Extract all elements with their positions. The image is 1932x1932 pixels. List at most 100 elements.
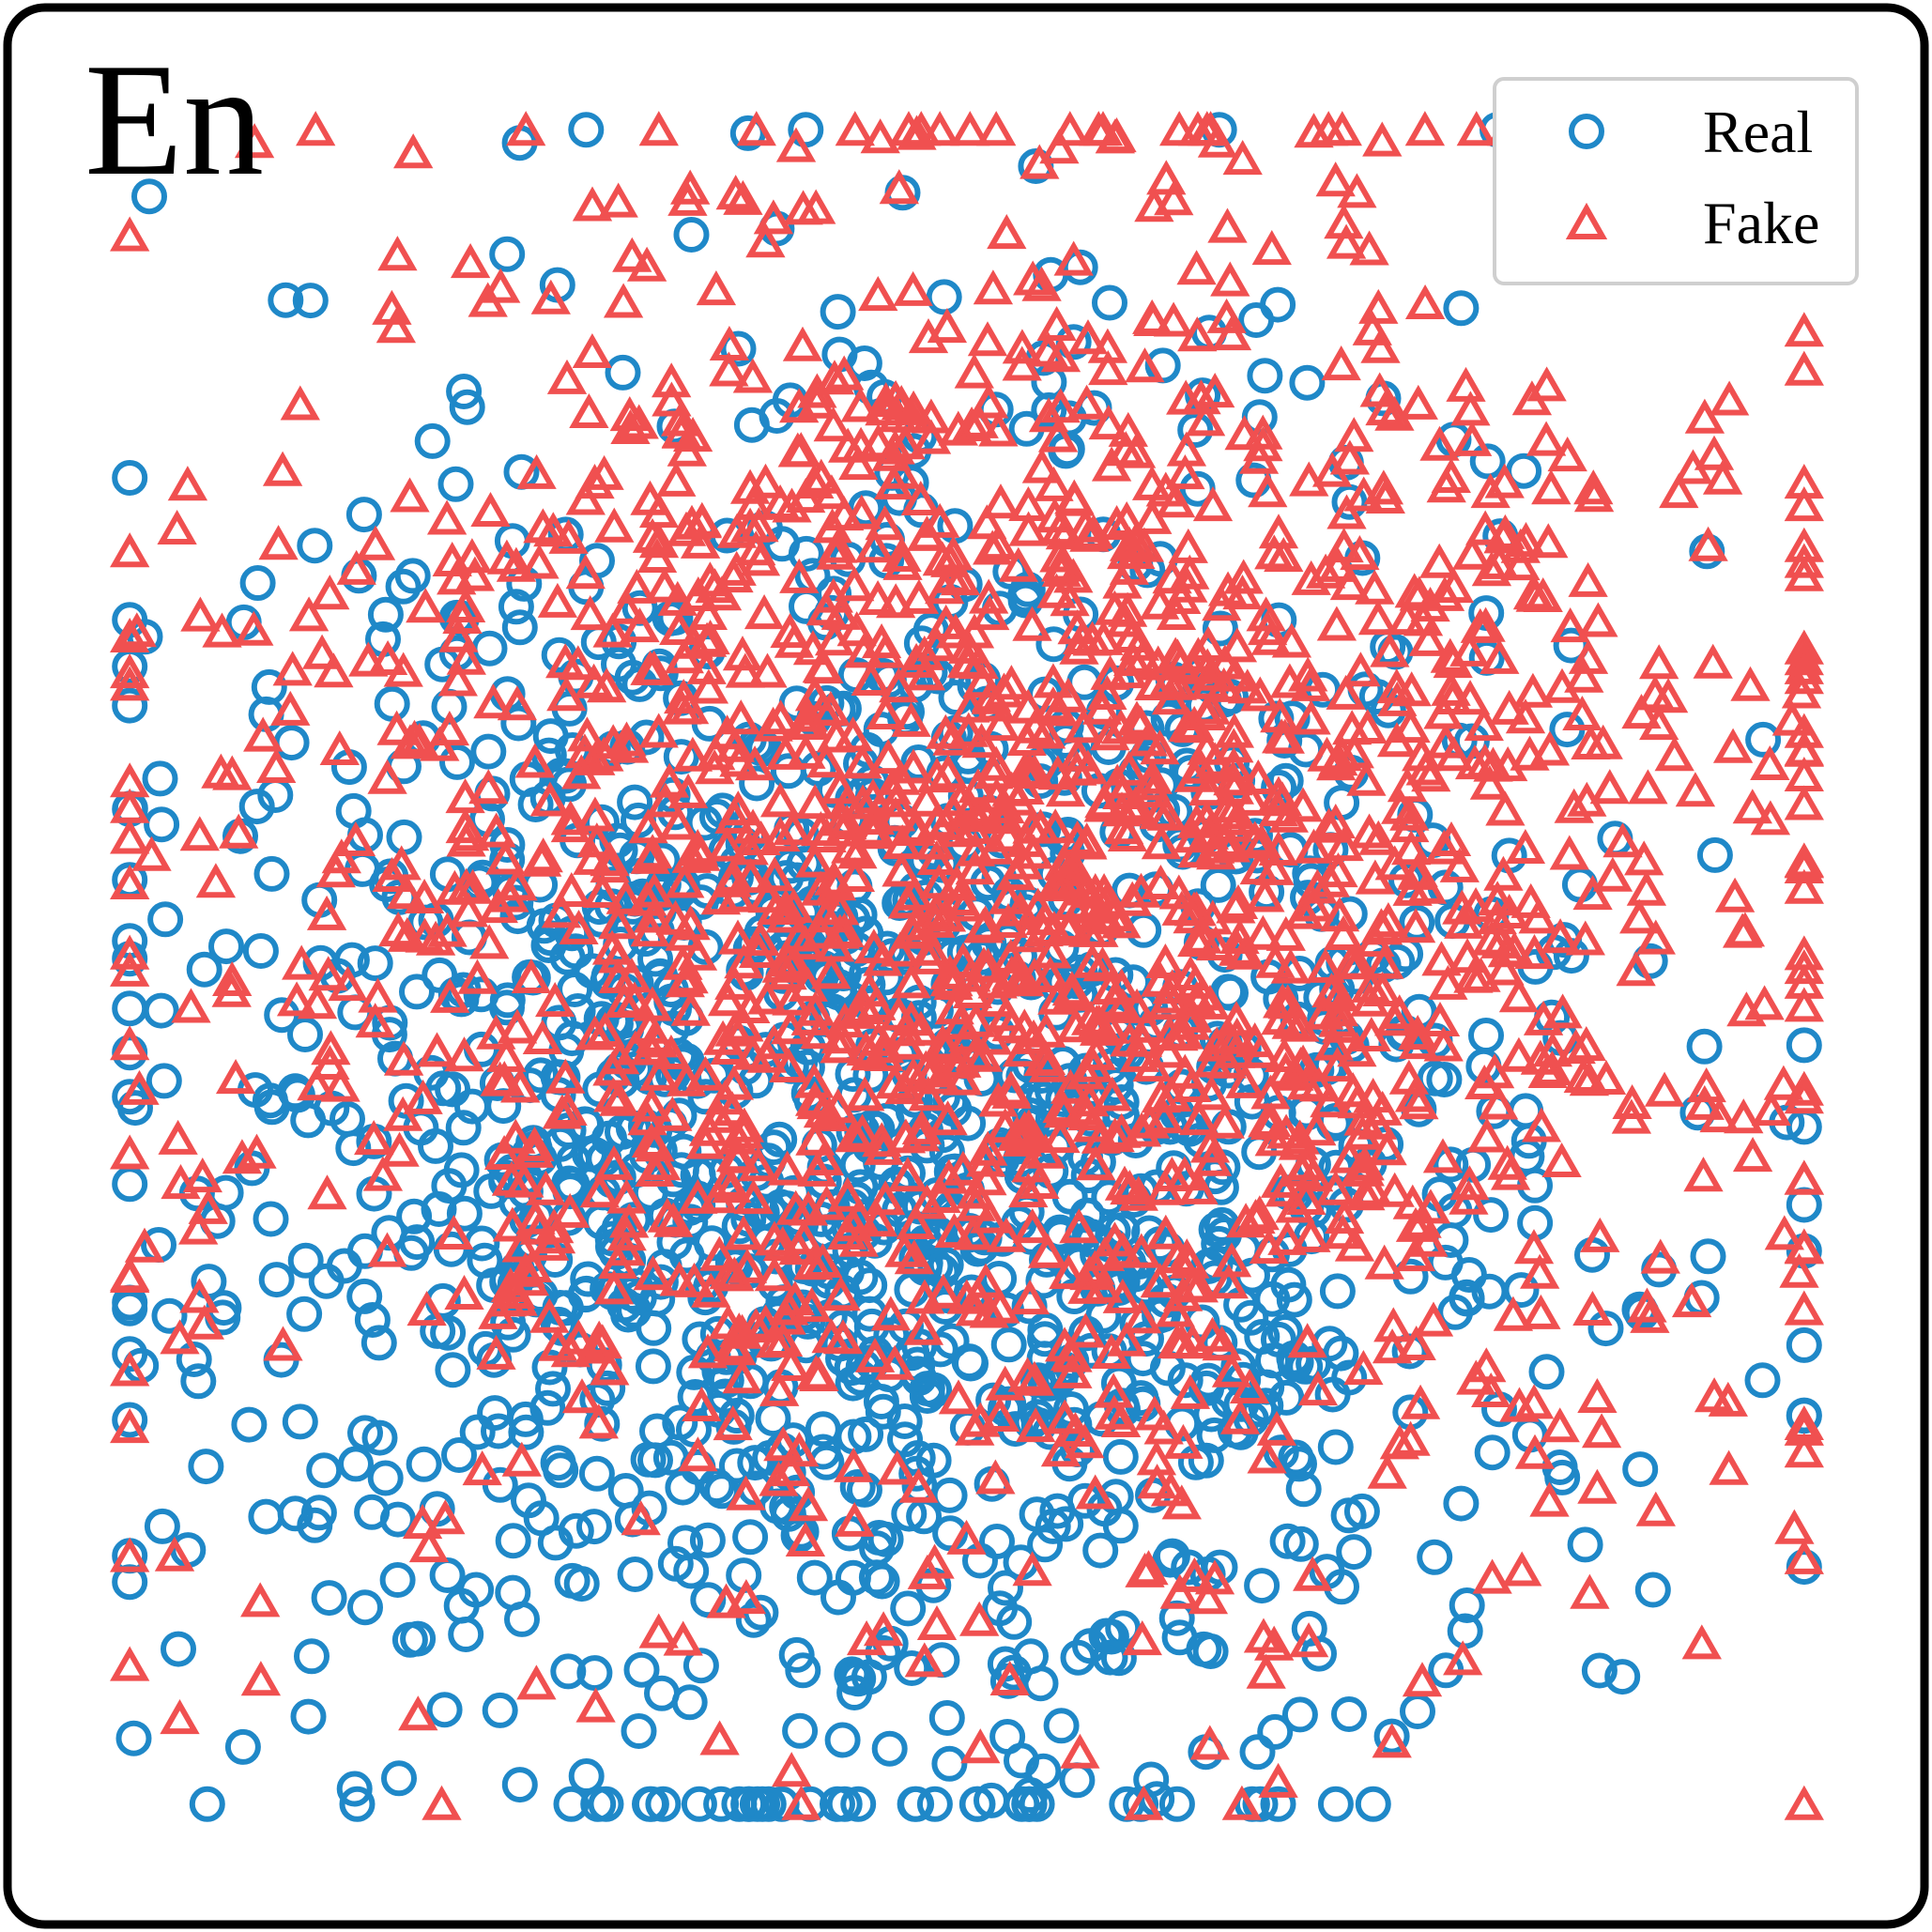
fake-point [685,1055,726,1091]
fake-point [880,931,920,967]
fake-point [1362,121,1403,157]
real-point [180,1363,217,1400]
fake-point [1470,473,1510,509]
real-point [820,1579,856,1616]
real-point [367,596,404,633]
fake-point [1323,914,1364,950]
fake-point [688,668,729,704]
real-point [617,784,653,820]
fake-point [280,385,320,421]
fake-point [110,1025,150,1061]
fake-point [1168,528,1208,563]
fake-point [110,1646,150,1681]
real-point [820,294,856,330]
real-point [1686,1028,1723,1065]
fake-point [1453,958,1494,993]
fake-point [1079,1004,1119,1039]
real-point [1745,721,1782,758]
fake-point [158,1119,198,1155]
fake-point [212,960,253,996]
fake-point [476,812,516,848]
real-point [258,1262,295,1298]
fake-point [797,383,837,419]
real-point [449,389,485,425]
fake-point [1050,581,1090,617]
fake-point [1784,1539,1824,1574]
fake-point [1671,1282,1712,1318]
fake-point [858,276,898,312]
fake-point [1088,405,1128,440]
real-point [576,1655,613,1692]
fake-point [1059,1208,1099,1244]
real-point [1587,1311,1624,1347]
fake-point [1456,111,1496,146]
fake-point [638,111,679,146]
real-point [1581,1652,1618,1689]
fake-point [548,518,589,554]
fake-point [1513,1229,1555,1265]
fake-point [1107,1321,1147,1357]
fake-point [178,1209,219,1245]
fake-point [1644,1071,1685,1107]
real-point [639,1413,675,1449]
fake-point [1066,1312,1106,1348]
fake-point [1090,715,1130,751]
fake-point [110,653,150,689]
fake-point [469,924,510,959]
fake-point [1329,439,1371,475]
fake-point [1127,721,1169,757]
fake-point [1763,1065,1804,1100]
fake-point [1032,933,1072,969]
fake-point [1132,1047,1173,1082]
fake-point [1513,1384,1555,1419]
real-point [445,1110,482,1146]
real-point [186,951,222,988]
fake-point [1067,319,1109,355]
real-point [663,1152,699,1188]
fake-point [1168,567,1208,603]
fake-point [1009,752,1050,788]
fake-point [448,892,489,928]
fake-point [904,1642,944,1678]
fake-point [468,769,509,805]
fake-point [723,1215,764,1250]
fake-point [835,111,875,146]
real-point [501,1767,538,1803]
fake-point [938,1379,979,1415]
real-point [1200,866,1236,903]
real-point [826,1786,863,1822]
fake-point [1246,1653,1286,1689]
fake-point [593,1269,635,1305]
fake-point [1297,1371,1339,1406]
fake-point [695,749,735,785]
fake-point [567,716,607,752]
real-point [144,1508,180,1544]
fake-point [1478,1084,1519,1120]
fake-point [905,655,946,691]
fake-point [828,427,868,463]
fake-point [1239,850,1280,885]
fake-point [901,111,942,146]
fake-point [154,1536,195,1572]
fake-point [1194,828,1235,864]
fake-point [868,739,909,774]
fake-point [1211,315,1252,351]
fake-point [652,362,692,398]
fake-point [1628,769,1668,805]
fake-point [1267,1219,1308,1255]
fake-point [771,1345,811,1381]
fake-point [719,1312,759,1348]
fake-point [672,417,713,452]
fake-point [1343,476,1384,512]
real-point [339,1786,376,1822]
fake-point [1784,848,1824,883]
real-point [248,1498,284,1535]
fake-point [612,237,652,272]
real-point [988,1570,1023,1606]
real-point [535,1371,571,1407]
real-point [644,842,681,879]
fake-point [816,866,857,901]
fake-point [1258,514,1299,549]
fake-point [987,214,1027,250]
fake-point [1510,882,1551,918]
